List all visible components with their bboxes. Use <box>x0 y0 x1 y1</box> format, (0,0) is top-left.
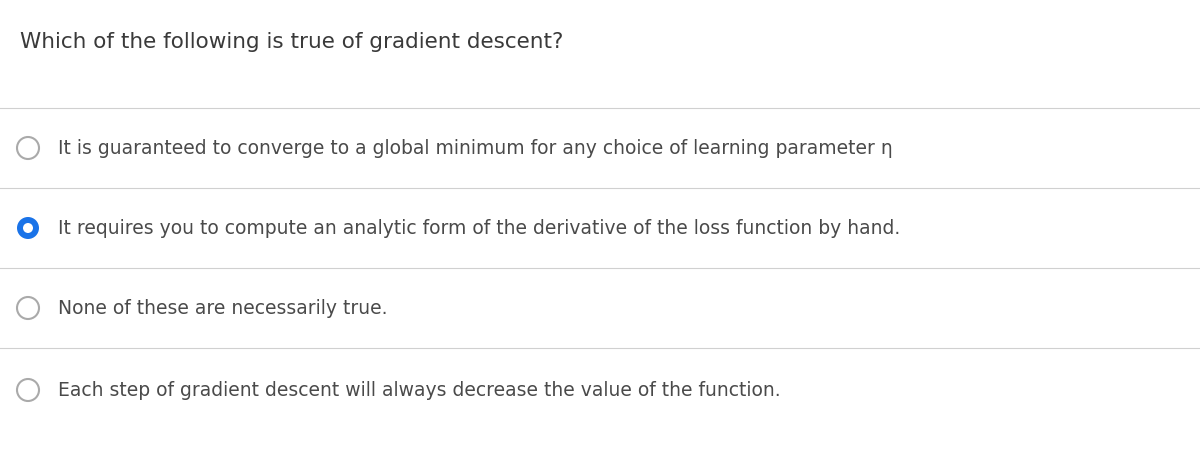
Text: Each step of gradient descent will always decrease the value of the function.: Each step of gradient descent will alway… <box>58 380 781 400</box>
Text: It requires you to compute an analytic form of the derivative of the loss functi: It requires you to compute an analytic f… <box>58 218 900 237</box>
Text: None of these are necessarily true.: None of these are necessarily true. <box>58 298 388 317</box>
Circle shape <box>17 297 38 319</box>
Circle shape <box>17 379 38 401</box>
Text: It is guaranteed to converge to a global minimum for any choice of learning para: It is guaranteed to converge to a global… <box>58 138 893 158</box>
Circle shape <box>23 223 34 233</box>
Circle shape <box>17 137 38 159</box>
Text: Which of the following is true of gradient descent?: Which of the following is true of gradie… <box>20 32 563 52</box>
Circle shape <box>17 217 38 239</box>
